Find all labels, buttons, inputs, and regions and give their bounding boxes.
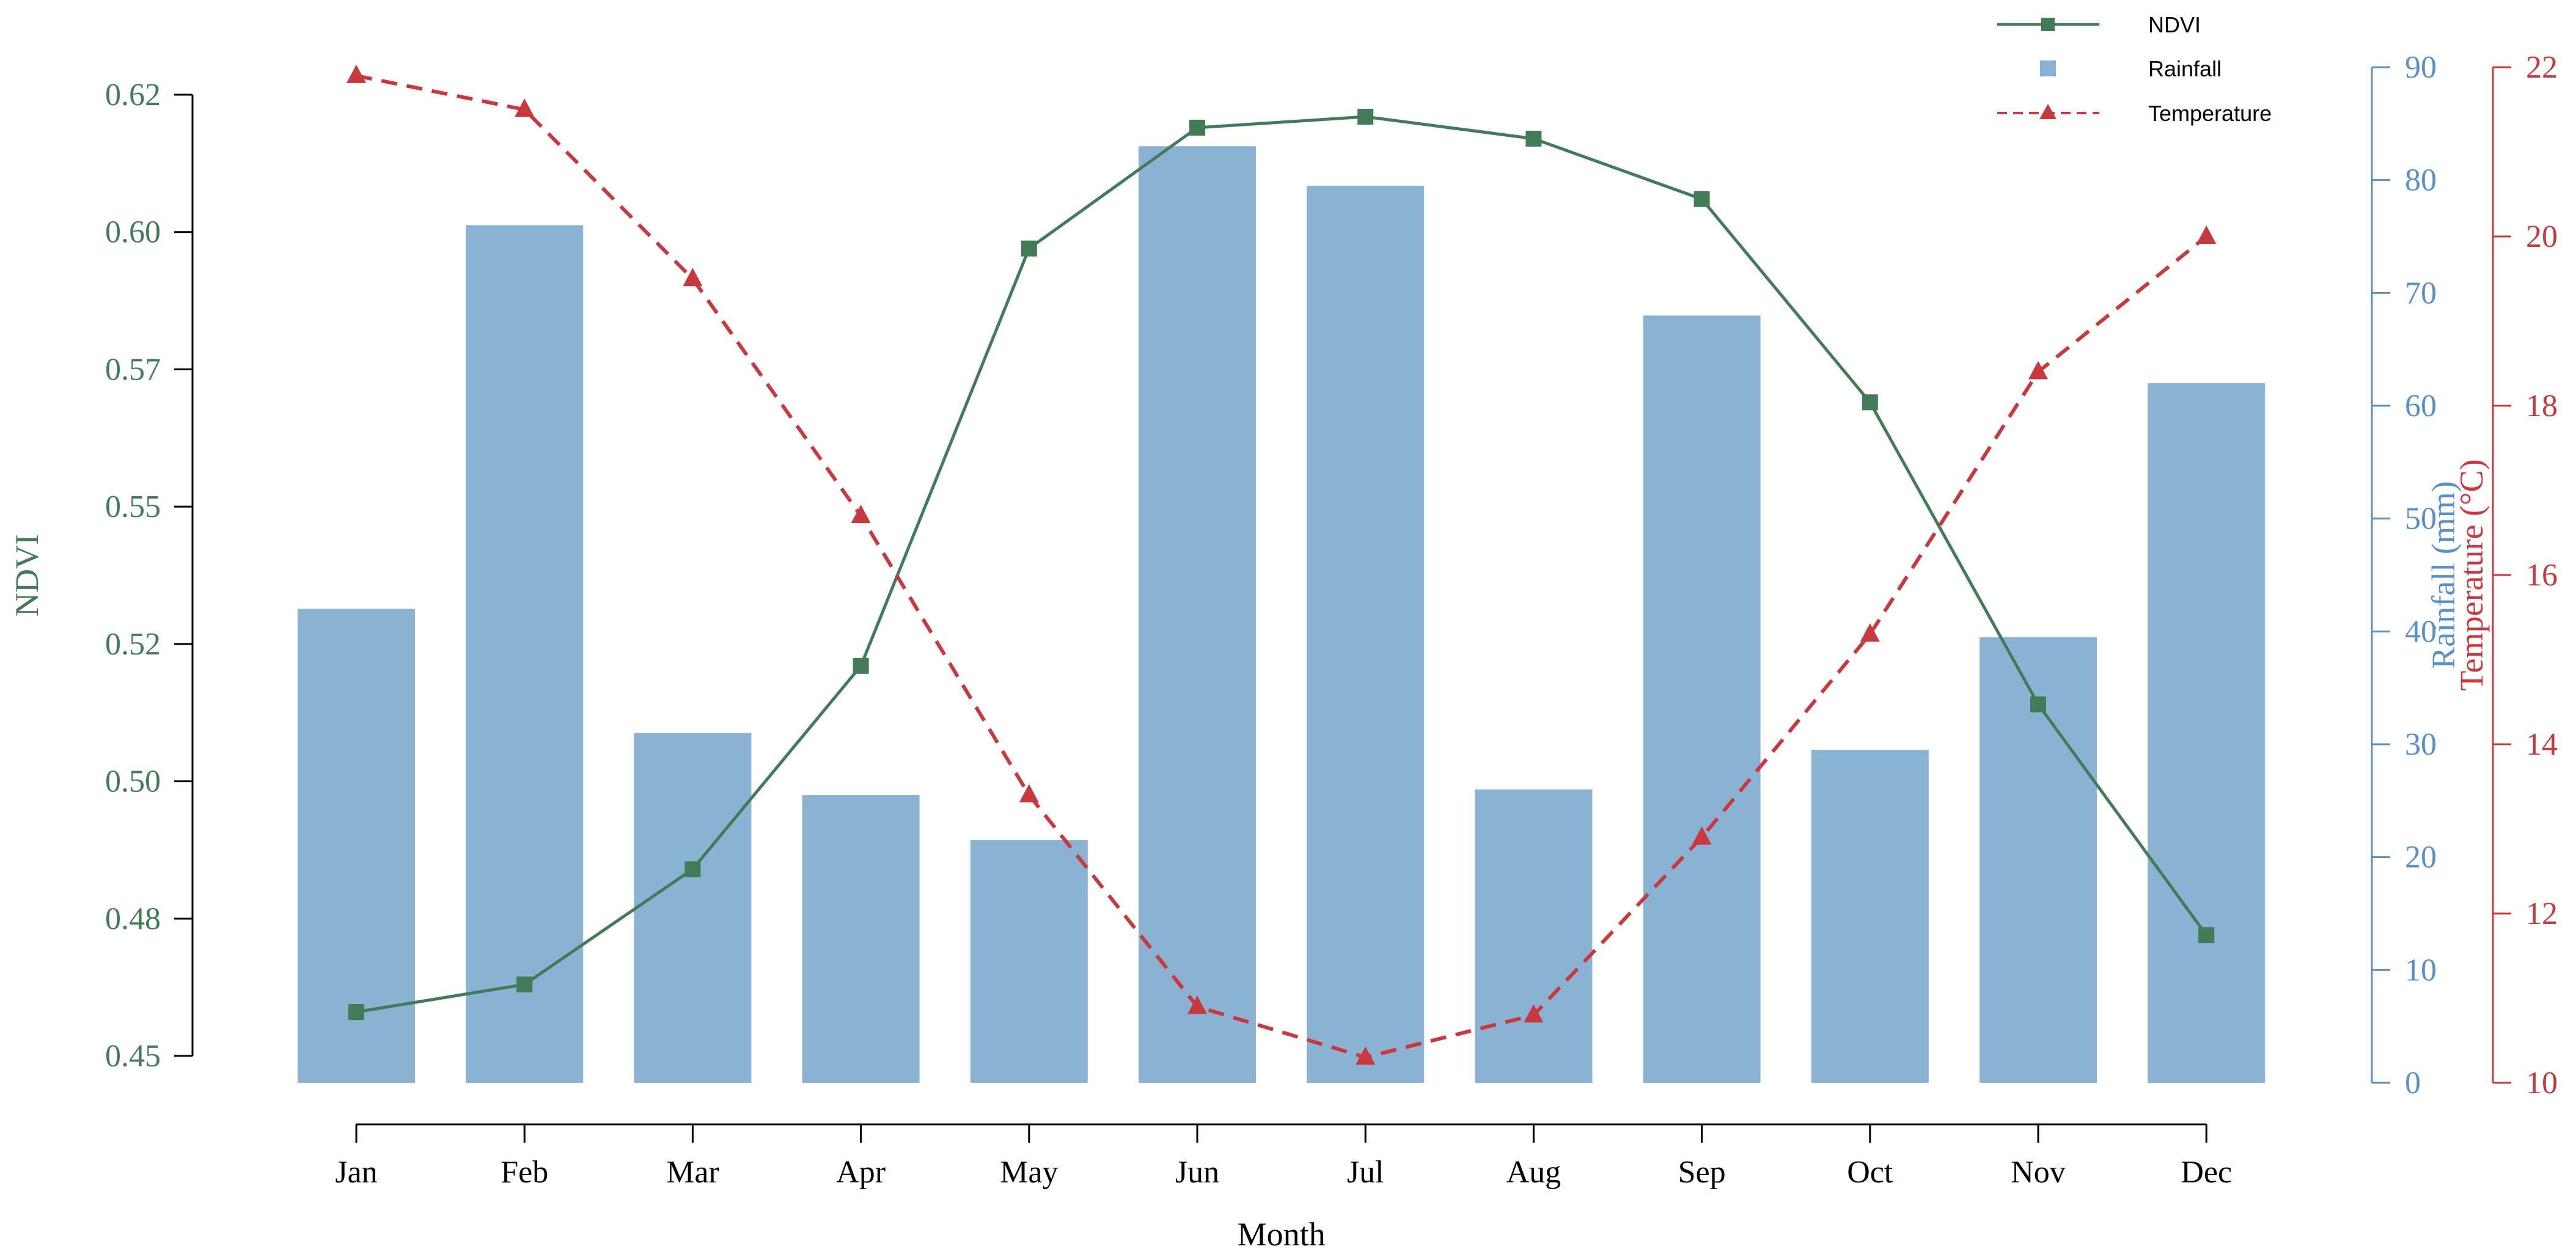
rainfall-tick-label: 50 [2405, 502, 2437, 537]
rainfall-bar-may [970, 840, 1088, 1083]
x-tick-label: Aug [1506, 1155, 1561, 1190]
temperature-tick-label: 20 [2526, 219, 2558, 254]
temperature-line [356, 73, 2208, 1060]
ndvi-tick-label: 0.55 [105, 489, 161, 524]
ndvi-tick-label: 0.62 [105, 78, 161, 112]
rainfall-tick-label: 20 [2405, 840, 2437, 875]
rainfall-bar-sep [1643, 315, 1761, 1083]
rainfall-bar-mar [634, 733, 752, 1083]
ndvi-point-jun [1189, 119, 1205, 136]
x-tick-label: May [1000, 1155, 1058, 1190]
temperature-tick-label: 14 [2526, 727, 2558, 762]
x-axis-label: Month [1238, 1216, 1326, 1253]
ndvi-tick-label: 0.57 [105, 352, 161, 387]
rainfall-tick-label: 90 [2405, 50, 2437, 85]
temperature-point-dec [2196, 225, 2217, 244]
legend: NDVI Rainfall Temperature [1997, 12, 2272, 126]
legend-ndvi-marker [2041, 18, 2055, 31]
rainfall-bar-jul [1307, 185, 1425, 1083]
x-tick-label: Jun [1175, 1155, 1219, 1190]
ndvi-point-aug [1525, 130, 1542, 147]
legend-ndvi-label: NDVI [2148, 12, 2201, 37]
legend-rainfall-label: Rainfall [2148, 56, 2222, 81]
data-lines [347, 64, 2217, 1065]
temperature-point-aug [1524, 1004, 1544, 1023]
rainfall-bar-dec [2148, 383, 2266, 1083]
x-tick-label: Jan [335, 1155, 377, 1190]
x-tick-label: Nov [2011, 1155, 2066, 1190]
temperature-point-apr [851, 505, 871, 524]
ndvi-point-dec [2198, 927, 2215, 943]
rainfall-tick-label: 0 [2405, 1066, 2421, 1101]
temperature-point-may [1019, 784, 1039, 803]
temperature-point-sep [1692, 826, 1712, 845]
ndvi-point-jan [348, 1004, 364, 1020]
ndvi-axis-label: NDVI [9, 534, 45, 617]
ndvi-point-feb [516, 976, 533, 993]
temperature-point-jun [1187, 995, 1207, 1014]
temperature-axis-label: Temperature (°C) [2453, 459, 2490, 690]
rainfall-bar-apr [802, 795, 920, 1083]
ndvi-point-may [1021, 240, 1037, 257]
rainfall-bar-feb [466, 225, 584, 1083]
ndvi-point-jul [1357, 108, 1374, 125]
ndvi-tick-label: 0.50 [105, 764, 161, 799]
legend-temperature-label: Temperature [2148, 101, 2272, 126]
x-tick-label: Jul [1347, 1155, 1384, 1190]
ndvi-point-nov [2030, 696, 2046, 712]
ndvi-point-mar [684, 861, 701, 877]
x-tick-label: Sep [1678, 1155, 1726, 1190]
rainfall-tick-label: 80 [2405, 163, 2437, 198]
ndvi-point-apr [853, 657, 869, 674]
ndvi-tick-label: 0.60 [105, 215, 161, 250]
x-tick-label: Feb [501, 1155, 548, 1190]
rainfall-bar-jun [1139, 146, 1256, 1083]
rainfall-bar-jan [298, 609, 415, 1083]
temperature-point-nov [2028, 361, 2048, 379]
rainfall-bar-oct [1811, 750, 1929, 1083]
rainfall-tick-label: 60 [2405, 389, 2437, 423]
axes: 0.45 0.48 0.50 0.52 0.55 0.57 0.60 0.62 NDVI 0 10 2… [9, 50, 2558, 1253]
rainfall-tick-label: 70 [2405, 276, 2437, 310]
ndvi-point-oct [1862, 394, 1878, 411]
x-tick-label: Dec [2181, 1155, 2232, 1190]
ndvi-point-sep [1693, 191, 1710, 207]
temperature-point-jul [1356, 1046, 1376, 1065]
temperature-point-feb [515, 98, 535, 117]
temperature-tick-label: 22 [2526, 50, 2558, 85]
temperature-tick-label: 16 [2526, 558, 2558, 593]
rainfall-bar-aug [1475, 789, 1593, 1083]
temperature-tick-label: 18 [2526, 389, 2558, 423]
ndvi-tick-label: 0.52 [105, 627, 161, 662]
rainfall-tick-label: 40 [2405, 614, 2437, 649]
temperature-point-jan [347, 64, 366, 83]
rainfall-bars [298, 146, 2266, 1083]
rainfall-tick-label: 30 [2405, 727, 2437, 762]
temperature-point-mar [683, 268, 703, 287]
ndvi-line [356, 115, 2208, 1014]
rainfall-tick-label: 10 [2405, 953, 2437, 987]
legend-temperature-marker [2039, 104, 2057, 119]
ndvi-tick-label: 0.48 [105, 901, 161, 936]
x-tick-label: Mar [666, 1155, 719, 1190]
x-tick-label: Oct [1847, 1155, 1893, 1190]
rainfall-axis-label: Rainfall (mm) [2425, 481, 2462, 668]
temperature-tick-label: 12 [2526, 896, 2558, 931]
temperature-point-oct [1860, 623, 1880, 642]
ndvi-tick-label: 0.45 [105, 1039, 161, 1074]
x-tick-label: Apr [836, 1155, 886, 1190]
legend-rainfall-marker [2040, 60, 2056, 76]
temperature-tick-label: 10 [2526, 1066, 2558, 1101]
